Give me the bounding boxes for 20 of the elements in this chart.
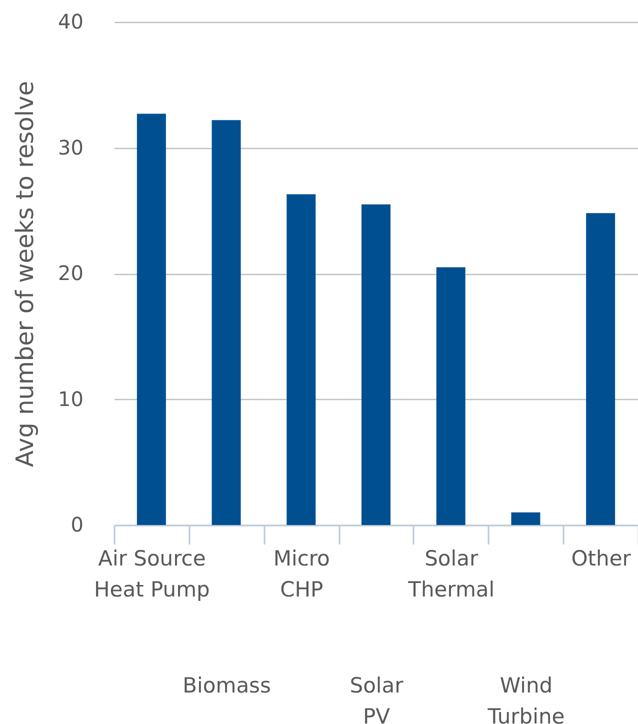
bar <box>362 204 390 525</box>
bar <box>286 194 316 525</box>
bar <box>511 512 540 525</box>
x-tick-label: Solar Thermal <box>407 546 495 602</box>
y-tick-label: 20 <box>58 261 84 285</box>
bar <box>586 213 616 525</box>
bar <box>436 267 466 525</box>
y-tick-label: 10 <box>58 386 84 411</box>
x-tick-label: Other <box>571 546 632 570</box>
x-tick-label: Wind Turbine <box>486 674 565 724</box>
y-tick-label: 40 <box>58 10 84 34</box>
x-tick-label: Air Source Heat Pump <box>94 546 210 602</box>
x-tick-label: Biomass <box>182 674 271 698</box>
y-axis-title: Avg number of weeks to resolve <box>11 81 40 467</box>
y-tick-label: 30 <box>58 135 84 160</box>
bar <box>136 114 166 525</box>
y-tick-label: 0 <box>70 512 84 536</box>
x-tick-label: Micro CHP <box>273 546 330 602</box>
x-tick-label: Solar PV <box>350 674 404 724</box>
bar <box>212 120 241 525</box>
